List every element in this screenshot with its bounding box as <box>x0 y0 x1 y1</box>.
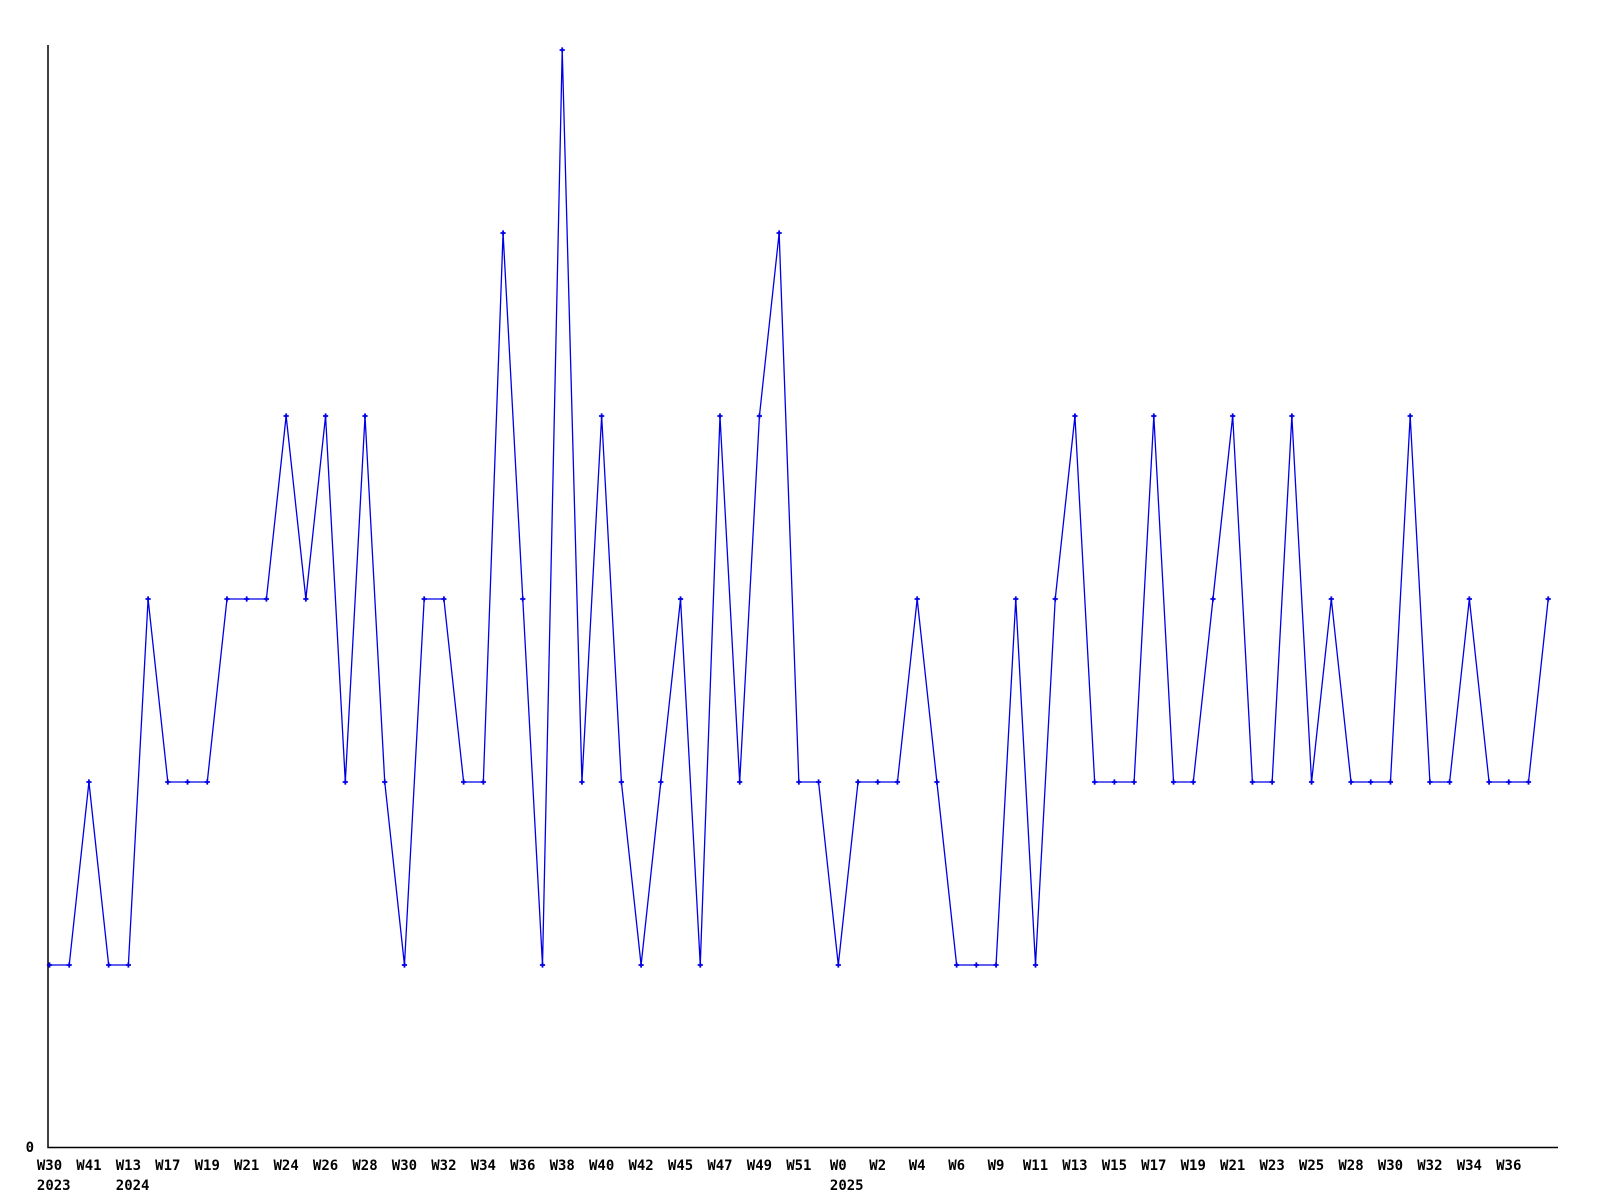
x-tick-week-label: W11 <box>1023 1158 1048 1174</box>
x-tick-week-label: W32 <box>1417 1158 1442 1174</box>
x-tick-week-label: W21 <box>1220 1158 1245 1174</box>
x-tick-week-label: W41 <box>76 1158 101 1174</box>
x-tick-week-label: W42 <box>628 1158 653 1174</box>
x-tick-week-label: W15 <box>1102 1158 1127 1174</box>
x-tick-week-label: W30 <box>392 1158 417 1174</box>
x-tick-week-label: W30 <box>1378 1158 1403 1174</box>
x-tick-week-label: W36 <box>510 1158 535 1174</box>
x-tick-week-label: W40 <box>589 1158 614 1174</box>
x-tick-week-label: W30 <box>37 1158 62 1174</box>
x-tick-year-label: 2024 <box>116 1178 150 1194</box>
x-tick-week-label: W17 <box>1141 1158 1166 1174</box>
x-tick-week-label: W17 <box>155 1158 180 1174</box>
x-tick-week-label: W28 <box>1338 1158 1363 1174</box>
x-tick-year-label: 2023 <box>37 1178 71 1194</box>
x-tick-week-label: W6 <box>948 1158 965 1174</box>
x-tick-week-label: W19 <box>1181 1158 1206 1174</box>
x-tick-week-label: W28 <box>352 1158 377 1174</box>
x-tick-week-label: W38 <box>550 1158 575 1174</box>
axis-lines <box>47 45 1558 1149</box>
x-tick-week-label: W23 <box>1259 1158 1284 1174</box>
data-point-markers <box>46 47 1551 968</box>
x-tick-week-label: W51 <box>786 1158 811 1174</box>
x-tick-week-label: W34 <box>471 1158 496 1174</box>
x-tick-week-label: W26 <box>313 1158 338 1174</box>
data-series-line <box>49 49 1549 966</box>
x-tick-week-label: W19 <box>195 1158 220 1174</box>
x-tick-week-label: W24 <box>273 1158 298 1174</box>
x-tick-week-label: W47 <box>707 1158 732 1174</box>
x-tick-week-label: W13 <box>116 1158 141 1174</box>
x-tick-week-label: W13 <box>1062 1158 1087 1174</box>
x-tick-week-label: W0 <box>830 1158 847 1174</box>
y-axis-zero-label: 0 <box>26 1140 34 1156</box>
x-tick-week-label: W32 <box>431 1158 456 1174</box>
x-tick-week-label: W45 <box>668 1158 693 1174</box>
x-tick-week-label: W34 <box>1457 1158 1482 1174</box>
x-tick-week-label: W21 <box>234 1158 259 1174</box>
x-tick-week-label: W9 <box>988 1158 1005 1174</box>
x-tick-year-label: 2025 <box>830 1178 864 1194</box>
x-tick-week-label: W36 <box>1496 1158 1521 1174</box>
x-tick-week-label: W4 <box>909 1158 926 1174</box>
x-tick-week-label: W49 <box>747 1158 772 1174</box>
x-tick-week-label: W25 <box>1299 1158 1324 1174</box>
x-tick-week-label: W2 <box>869 1158 886 1174</box>
